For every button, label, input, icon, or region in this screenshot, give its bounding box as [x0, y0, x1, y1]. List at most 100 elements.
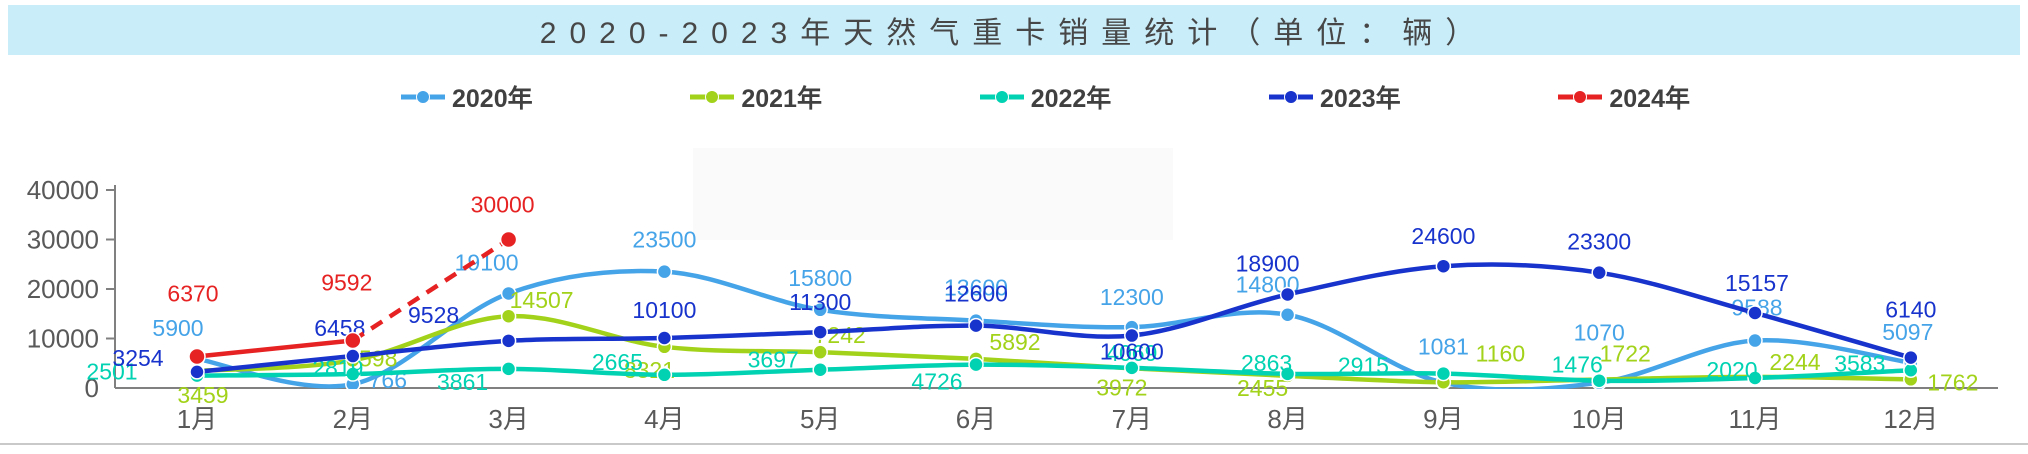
- series-line-dashed-forecast: [351, 237, 510, 343]
- legend-label: 2023年: [1320, 85, 1401, 113]
- data-point: [500, 285, 517, 302]
- legend-item-2022年: 2022年: [979, 79, 1112, 115]
- data-label: 13600: [944, 275, 1008, 301]
- data-label: 18900: [1236, 250, 1300, 276]
- data-point: [188, 347, 206, 366]
- series-line: [194, 262, 1914, 375]
- data-label: 3861: [437, 369, 488, 395]
- data-point: [345, 366, 361, 382]
- data-label: 3459: [177, 382, 228, 408]
- data-label: 10600: [1100, 339, 1164, 365]
- data-point: [1903, 349, 1919, 366]
- data-point: [1591, 372, 1607, 389]
- data-point: [1279, 306, 1296, 323]
- data-label: 2244: [1769, 349, 1820, 375]
- x-tick-label: 11月: [1729, 404, 1782, 434]
- data-label: 6140: [1885, 297, 1936, 323]
- legend-line-marker-icon: [690, 90, 735, 104]
- data-point: [1747, 332, 1763, 349]
- data-label: 2020: [1706, 357, 1757, 383]
- legend-item-2023年: 2023年: [1268, 79, 1401, 115]
- series-line: [194, 362, 1914, 384]
- data-point: [1124, 360, 1140, 376]
- data-label: 2915: [1338, 353, 1389, 379]
- x-tick-label: 12月: [1883, 404, 1938, 434]
- y-tick-label: 40000: [27, 175, 99, 205]
- y-tick-label: 30000: [27, 225, 99, 255]
- data-point: [812, 302, 828, 318]
- data-label: 1070: [1574, 320, 1625, 346]
- data-label: 14507: [510, 287, 574, 313]
- data-point: [1435, 365, 1452, 382]
- legend-label: 2021年: [741, 85, 822, 113]
- data-point: [968, 317, 984, 334]
- data-point: [1903, 362, 1919, 379]
- data-label: 9592: [321, 270, 372, 296]
- data-label: 3697: [748, 347, 799, 373]
- data-label: 23500: [632, 227, 696, 253]
- data-label: 5892: [989, 329, 1040, 355]
- data-label: 2863: [1241, 350, 1292, 376]
- data-point: [1591, 264, 1607, 281]
- chart-legend: 2020年 2021年 2022年 2023年 2024年: [400, 80, 1690, 114]
- data-label: 1160: [1476, 340, 1525, 366]
- data-label: 3972: [1096, 374, 1147, 400]
- data-point: [812, 361, 828, 378]
- legend-line-marker-icon: [1558, 90, 1603, 104]
- data-label: 2501: [86, 359, 137, 385]
- legend-line-marker-icon: [979, 90, 1024, 104]
- legend-line-marker-icon: [401, 90, 445, 104]
- x-tick-label: 9月: [1423, 404, 1463, 434]
- data-point: [499, 230, 518, 249]
- title-banner: 2020-2023年天然气重卡销量统计（单位：辆）: [8, 5, 2020, 55]
- y-tick-label: 10000: [27, 324, 99, 354]
- x-tick-label: 10月: [1572, 404, 1627, 434]
- data-label: 2455: [1237, 375, 1288, 401]
- data-label: 1081: [1418, 334, 1469, 360]
- legend-label: 2022年: [1030, 85, 1112, 113]
- x-tick-label: 5月: [800, 404, 840, 434]
- data-label: 30000: [471, 192, 535, 218]
- x-tick-label: 4月: [644, 404, 684, 434]
- data-point: [1279, 286, 1296, 303]
- data-point: [1124, 327, 1140, 344]
- data-point: [656, 330, 673, 346]
- x-tick-label: 2月: [333, 404, 373, 434]
- data-point: [189, 364, 205, 380]
- data-label: 12300: [1100, 284, 1164, 310]
- data-label: 4069: [1106, 340, 1157, 366]
- data-label: 12600: [944, 281, 1008, 307]
- data-point: [344, 331, 362, 350]
- data-label: 5900: [152, 315, 203, 341]
- data-point: [345, 348, 361, 364]
- series-line-solid: [196, 338, 354, 359]
- legend-label: 2020年: [452, 85, 533, 113]
- x-tick-label: 6月: [956, 404, 996, 434]
- data-label: 15800: [788, 265, 852, 291]
- legend-item-2020年: 2020年: [400, 79, 533, 115]
- data-point: [1435, 258, 1452, 274]
- data-label: 10100: [632, 297, 696, 323]
- data-label: 6370: [167, 280, 218, 306]
- data-point: [656, 367, 673, 383]
- series-2023年: [189, 258, 1919, 380]
- data-label: 3254: [112, 345, 163, 371]
- y-tick-label: 20000: [27, 274, 99, 304]
- data-label: 4726: [911, 369, 962, 395]
- data-label: 1762: [1927, 369, 1978, 395]
- data-point: [500, 333, 517, 349]
- x-tick-label: 3月: [488, 404, 528, 434]
- data-point: [1747, 305, 1763, 321]
- data-label: 1722: [1600, 340, 1651, 366]
- data-point: [500, 308, 517, 324]
- data-label: 9528: [408, 302, 459, 328]
- data-label: 2665: [592, 349, 643, 375]
- series-2024年: [188, 230, 518, 366]
- data-label: 3583: [1834, 350, 1885, 376]
- data-point: [1747, 370, 1763, 386]
- page-title: 2020-2023年天然气重卡销量统计（单位：辆）: [539, 17, 1489, 50]
- x-tick-label: 1月: [177, 404, 217, 434]
- legend-label: 2024年: [1609, 85, 1690, 113]
- data-label: 15157: [1725, 270, 1789, 296]
- data-point: [1279, 366, 1296, 382]
